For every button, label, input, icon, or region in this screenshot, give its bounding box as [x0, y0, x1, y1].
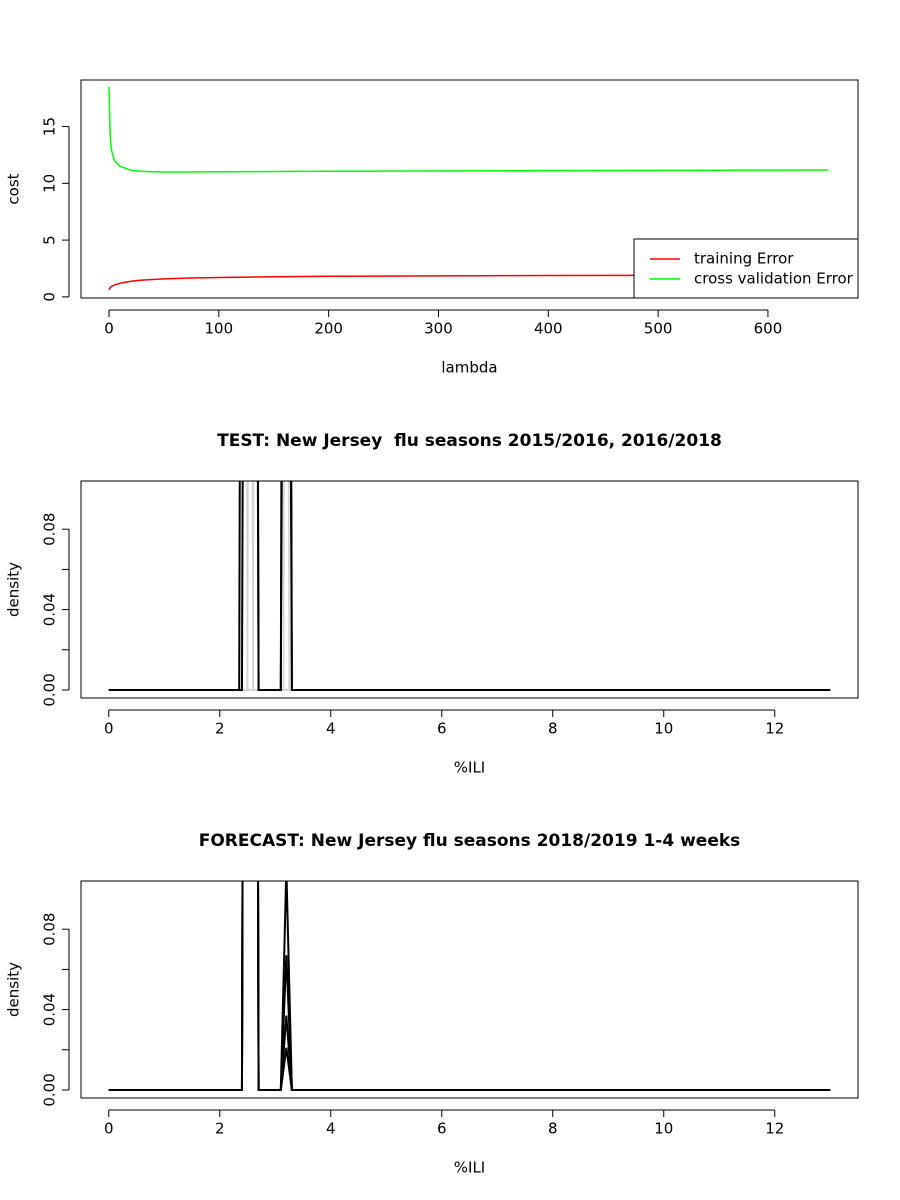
x-axis-label: lambda — [441, 359, 497, 377]
x-tick-label: 2 — [215, 1120, 225, 1138]
series-line — [108, 881, 831, 1091]
series-line — [108, 481, 831, 691]
x-tick-label: 8 — [548, 720, 558, 738]
y-tick-label: 0.00 — [41, 1073, 59, 1106]
x-tick-label: 500 — [644, 320, 673, 338]
x-tick-label: 10 — [654, 1120, 673, 1138]
x-tick-label: 6 — [437, 720, 447, 738]
y-tick-label: 15 — [41, 117, 59, 136]
plot-box — [80, 880, 859, 1099]
y-tick-label: 0.08 — [41, 913, 59, 946]
series-line — [108, 481, 831, 691]
series-line — [108, 881, 831, 1091]
x-tick-label: 4 — [326, 1120, 336, 1138]
x-axis-label: %ILI — [454, 1159, 485, 1177]
y-axis-label: density — [5, 962, 23, 1017]
x-tick-label: 4 — [326, 720, 336, 738]
x-tick-label: 0 — [104, 320, 114, 338]
plot-box — [80, 480, 859, 699]
series-line — [108, 481, 831, 691]
x-tick-label: 100 — [205, 320, 234, 338]
x-tick-label: 6 — [437, 1120, 447, 1138]
x-tick-label: 0 — [104, 720, 114, 738]
x-tick-label: 12 — [765, 1120, 784, 1138]
y-axis-label: density — [5, 562, 23, 617]
chart-title: FORECAST: New Jersey flu seasons 2018/20… — [199, 831, 741, 851]
series-line — [108, 274, 829, 291]
x-tick-label: 300 — [424, 320, 453, 338]
x-tick-label: 12 — [765, 720, 784, 738]
plot-box — [80, 79, 859, 299]
y-tick-label: 0.04 — [41, 593, 59, 626]
x-tick-label: 0 — [104, 1120, 114, 1138]
y-axis-label: cost — [5, 173, 23, 204]
x-axis-label: %ILI — [454, 759, 485, 777]
chart-title: TEST: New Jersey flu seasons 2015/2016, … — [217, 431, 722, 451]
y-tick-label: 0.04 — [41, 993, 59, 1026]
y-tick-label: 5 — [41, 235, 59, 245]
series-line — [108, 481, 831, 691]
x-tick-label: 2 — [215, 720, 225, 738]
y-tick-label: 0.08 — [41, 513, 59, 546]
series-line — [108, 881, 831, 1091]
series-line — [108, 481, 831, 691]
x-tick-label: 600 — [754, 320, 783, 338]
legend-label: cross validation Error — [694, 270, 854, 288]
y-tick-label: 0.00 — [41, 673, 59, 706]
x-tick-label: 10 — [654, 720, 673, 738]
series-line — [108, 881, 831, 1091]
legend-label: training Error — [694, 250, 794, 268]
y-tick-label: 10 — [41, 174, 59, 193]
x-tick-label: 200 — [314, 320, 343, 338]
x-tick-label: 400 — [534, 320, 563, 338]
legend-box — [633, 238, 859, 299]
series-line — [108, 86, 829, 173]
series-line — [108, 481, 831, 691]
x-tick-label: 8 — [548, 1120, 558, 1138]
y-tick-label: 0 — [41, 292, 59, 302]
